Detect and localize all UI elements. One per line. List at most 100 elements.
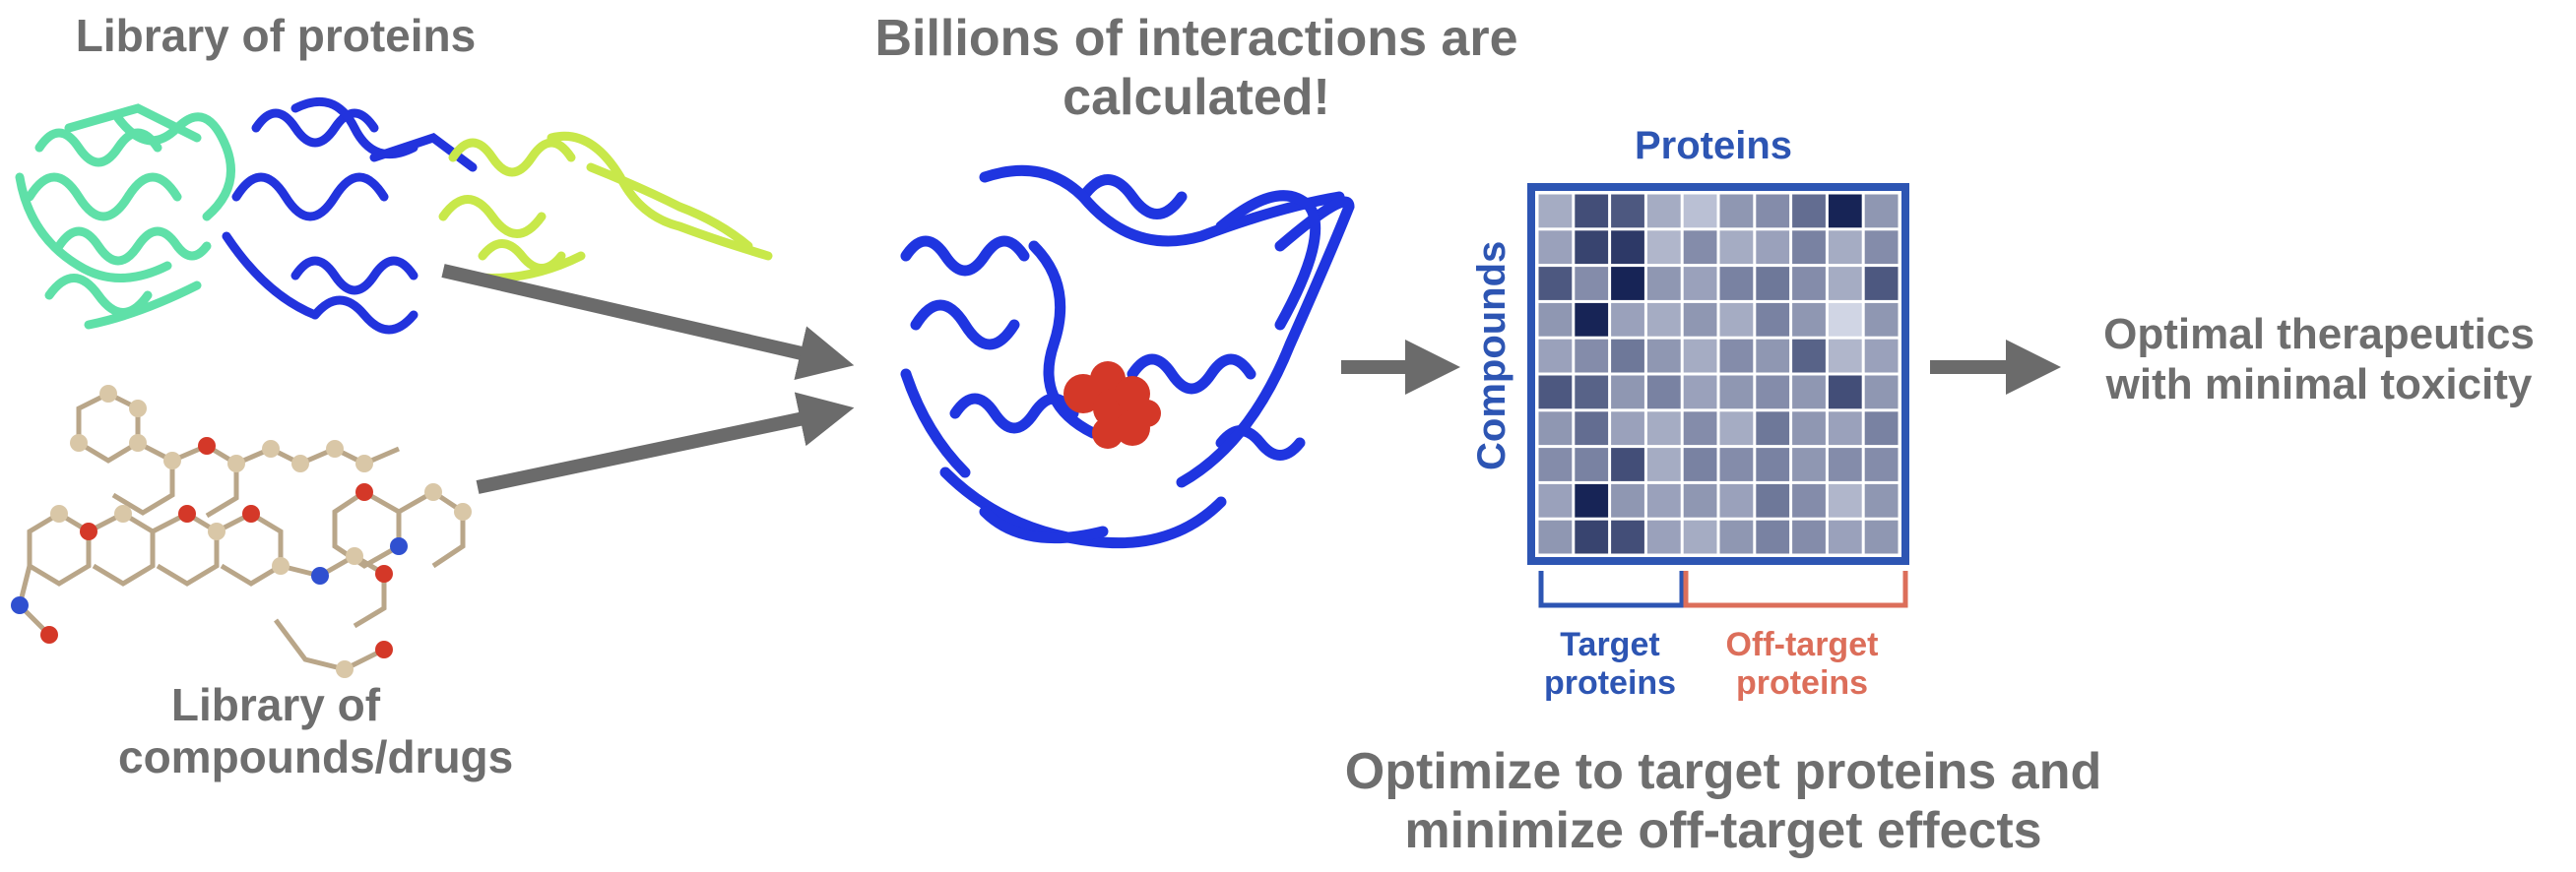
heatmap-cell <box>1646 267 1681 300</box>
heatmap-cell <box>1538 267 1573 300</box>
heatmap-cell <box>1792 520 1826 554</box>
heatmap-cell <box>1575 267 1609 300</box>
heatmap-cell <box>1646 483 1681 518</box>
heatmap-cell <box>1864 302 1899 337</box>
heatmap-cell <box>1611 411 1644 446</box>
heatmap-cell <box>1611 448 1644 481</box>
heatmap-cell <box>1756 375 1790 409</box>
heatmap-cell <box>1683 302 1717 337</box>
heatmap-cell <box>1646 411 1681 446</box>
heatmap-cell <box>1719 194 1754 228</box>
heatmap-cell <box>1611 483 1644 518</box>
off-target-proteins-bracket <box>1683 571 1908 608</box>
heatmap-cell <box>1828 302 1862 337</box>
heatmap-cell <box>1646 194 1681 228</box>
library-of-proteins-label: Library of proteins <box>75 10 477 61</box>
heatmap-cell <box>1719 520 1754 554</box>
heatmap-cell <box>1646 339 1681 373</box>
heatmap-cell <box>1828 411 1862 446</box>
billions-of-interactions-label: Billions of interactions are calculated! <box>874 10 1518 126</box>
heatmap-cell <box>1611 339 1644 373</box>
heatmap-cell <box>1792 230 1826 265</box>
ligand-red-molecule <box>1063 361 1161 449</box>
green-protein-structure <box>15 103 235 330</box>
heatmap-cell <box>1792 448 1826 481</box>
heatmap-cell <box>1864 194 1899 228</box>
arrow-proteins-to-interactions <box>441 264 855 380</box>
heatmap-cell <box>1646 448 1681 481</box>
heatmap-cell <box>1756 302 1790 337</box>
heatmap-cell <box>1538 194 1573 228</box>
heatmap-cell <box>1719 483 1754 518</box>
heatmap-cell <box>1792 267 1826 300</box>
heatmap-cell <box>1683 375 1717 409</box>
heatmap-cell <box>1828 483 1862 518</box>
heatmap-cell <box>1575 302 1609 337</box>
heatmap-cell <box>1756 230 1790 265</box>
heatmap-cell <box>1864 339 1899 373</box>
heatmap-cell <box>1683 339 1717 373</box>
off-target-proteins-label: Off-target proteins <box>1725 626 1879 703</box>
heatmap-cell <box>1864 520 1899 554</box>
heatmap-cell <box>1538 339 1573 373</box>
heatmap-cell <box>1828 448 1862 481</box>
heatmap-cell <box>1792 302 1826 337</box>
heatmap-cell <box>1719 411 1754 446</box>
arrow-compounds-to-interactions <box>476 392 855 494</box>
heatmap-cell <box>1864 267 1899 300</box>
heatmap-cell <box>1756 520 1790 554</box>
heatmap-cell <box>1719 448 1754 481</box>
heatmap-cell <box>1719 267 1754 300</box>
heatmap-cell <box>1828 339 1862 373</box>
heatmap-cell <box>1538 483 1573 518</box>
heatmap-cell <box>1719 339 1754 373</box>
heatmap-cell <box>1828 230 1862 265</box>
target-proteins-label: Target proteins <box>1543 626 1677 703</box>
heatmap-cell <box>1828 520 1862 554</box>
heatmap-cell <box>1646 520 1681 554</box>
heatmap-cell <box>1611 520 1644 554</box>
heatmap-cell <box>1575 230 1609 265</box>
heatmap-grid <box>1538 194 1899 554</box>
heatmap-cell <box>1683 230 1717 265</box>
heatmap-cell <box>1538 230 1573 265</box>
heatmap-cell <box>1864 448 1899 481</box>
heatmap-cell <box>1575 448 1609 481</box>
heatmap-cell <box>1646 375 1681 409</box>
heatmap-cell <box>1646 302 1681 337</box>
heatmap-cell <box>1611 302 1644 337</box>
heatmap-cell <box>1683 194 1717 228</box>
heatmap-cell <box>1575 520 1609 554</box>
heatmap-cell <box>1792 375 1826 409</box>
heatmap-cell <box>1575 339 1609 373</box>
heatmap-cell <box>1792 411 1826 446</box>
heatmap-cell <box>1756 411 1790 446</box>
optimize-label: Optimize to target proteins and minimize… <box>1344 743 2102 859</box>
heatmap-cell <box>1792 194 1826 228</box>
heatmap-cell <box>1538 411 1573 446</box>
heatmap-cell <box>1792 339 1826 373</box>
heatmap-cell <box>1864 375 1899 409</box>
heatmap-cell <box>1792 483 1826 518</box>
target-proteins-bracket <box>1538 571 1685 608</box>
heatmap-cell <box>1683 448 1717 481</box>
heatmap-cell <box>1756 448 1790 481</box>
optimal-therapeutics-label: Optimal therapeutics with minimal toxici… <box>2103 310 2535 408</box>
heatmap-cell <box>1611 267 1644 300</box>
heatmap-cell <box>1719 375 1754 409</box>
heatmap-cell <box>1575 375 1609 409</box>
heatmap-cell <box>1611 230 1644 265</box>
heatmap-cell <box>1538 302 1573 337</box>
heatmap-cell <box>1756 267 1790 300</box>
heatmap-cell <box>1538 375 1573 409</box>
heatmap-cell <box>1864 411 1899 446</box>
heatmap-cell <box>1756 194 1790 228</box>
heatmap-cell <box>1683 520 1717 554</box>
heatmap-cell <box>1683 267 1717 300</box>
heatmap-cell <box>1756 483 1790 518</box>
heatmap-cell <box>1575 194 1609 228</box>
heatmap-cell <box>1611 194 1644 228</box>
heatmap-cell <box>1828 194 1862 228</box>
heatmap-cell <box>1683 411 1717 446</box>
